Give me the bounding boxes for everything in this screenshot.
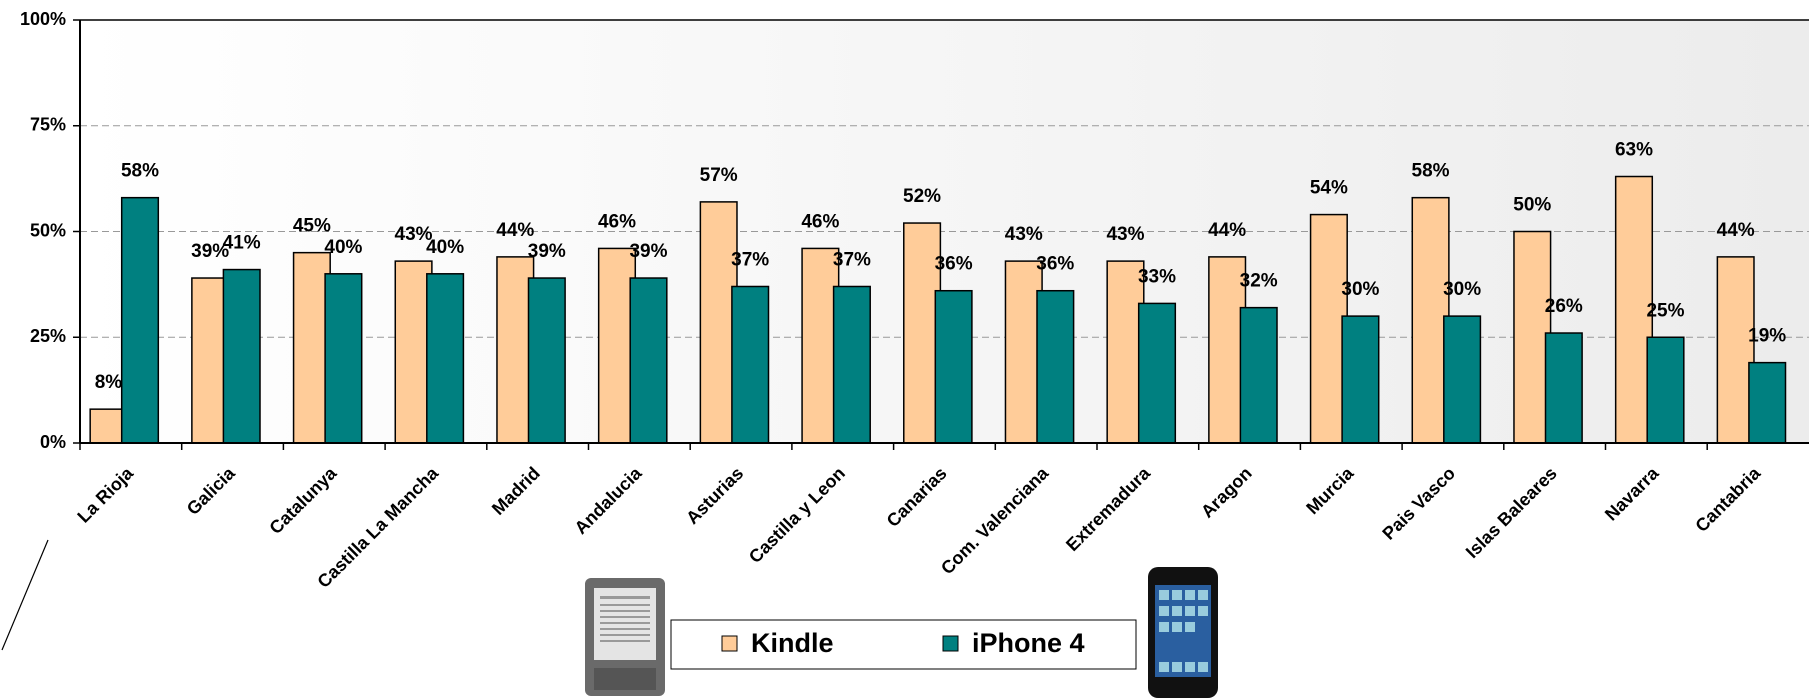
iphone-image	[1148, 567, 1218, 698]
x-tick-label: Andalucia	[571, 462, 647, 538]
bar	[1137, 302, 1177, 444]
data-label: 46%	[801, 211, 839, 232]
data-label: 33%	[1138, 266, 1176, 287]
data-label: 43%	[395, 224, 433, 245]
data-label: 39%	[528, 241, 566, 262]
data-label: 44%	[1717, 220, 1755, 241]
data-label: 58%	[1412, 161, 1450, 182]
data-label: 52%	[903, 186, 941, 207]
x-tick-label: Madrid	[488, 463, 544, 519]
bar	[120, 196, 160, 444]
y-tick-label: 50%	[30, 220, 66, 240]
x-tick-label: Castilla y Leon	[745, 463, 849, 567]
y-tick-label: 0%	[40, 432, 66, 452]
bar	[527, 277, 566, 444]
x-tick-label: Cantabria	[1691, 462, 1765, 536]
x-tick-label: Navarra	[1601, 462, 1663, 524]
x-tick-label: Canarias	[883, 463, 951, 531]
x-tick-label: Pais Vasco	[1378, 463, 1459, 544]
legend-swatch	[721, 635, 738, 652]
x-tick-label: Extremadura	[1062, 462, 1155, 555]
bar	[292, 251, 331, 444]
data-label: 57%	[700, 165, 738, 186]
data-label: 50%	[1513, 195, 1551, 216]
data-label: 36%	[935, 254, 973, 275]
bar	[1341, 315, 1380, 444]
bar	[1748, 361, 1787, 444]
x-tick-label: Murcia	[1302, 462, 1358, 518]
legend-box	[670, 619, 1137, 670]
bar	[222, 268, 261, 444]
legend-label: iPhone 4	[972, 628, 1085, 658]
data-label: 40%	[324, 237, 362, 258]
x-tick-label: Galicia	[183, 462, 240, 519]
leader-line	[1, 539, 49, 651]
bar	[394, 260, 433, 444]
data-label: 41%	[223, 233, 261, 254]
data-label: 19%	[1748, 326, 1786, 347]
data-label: 44%	[496, 220, 534, 241]
bar	[89, 408, 128, 444]
legend-label: Kindle	[751, 628, 834, 658]
bar	[1614, 175, 1654, 444]
data-label: 37%	[731, 250, 769, 271]
data-label: 40%	[426, 237, 464, 258]
bar	[1443, 315, 1482, 444]
x-tick-label: Asturias	[682, 463, 747, 528]
y-tick-label: 25%	[30, 326, 66, 346]
data-label: 44%	[1208, 220, 1246, 241]
bar	[1106, 260, 1145, 444]
data-label: 30%	[1341, 279, 1379, 300]
bar	[832, 285, 871, 444]
data-label: 43%	[1106, 224, 1144, 245]
bar	[903, 222, 942, 444]
data-label: 63%	[1615, 140, 1653, 161]
bar	[1544, 332, 1583, 444]
bar	[1036, 289, 1075, 444]
bar	[934, 289, 973, 444]
data-label: 43%	[1005, 224, 1043, 245]
x-tick-label: La Rioja	[73, 462, 137, 526]
legend-swatch	[942, 635, 959, 652]
data-label: 58%	[121, 161, 159, 182]
x-tick-label: Catalunya	[265, 462, 341, 538]
bar	[731, 285, 770, 444]
data-label: 54%	[1310, 178, 1348, 199]
x-tick-label: Aragon	[1197, 463, 1256, 522]
bar	[1004, 260, 1043, 444]
data-label: 39%	[629, 241, 667, 262]
data-label: 26%	[1545, 296, 1583, 317]
y-tick-label: 75%	[30, 115, 66, 135]
data-label: 39%	[191, 241, 229, 262]
bar	[629, 277, 668, 444]
x-tick-label: Com. Valenciana	[937, 462, 1053, 578]
bar	[1646, 336, 1685, 444]
kindle-image	[585, 578, 665, 696]
bar	[801, 247, 840, 444]
bar	[1513, 230, 1552, 444]
data-label: 45%	[293, 216, 331, 237]
bar	[1239, 306, 1278, 444]
data-label: 36%	[1036, 254, 1074, 275]
data-label: 46%	[598, 211, 636, 232]
bar	[496, 256, 535, 444]
bar	[324, 273, 363, 444]
bar	[426, 273, 465, 444]
data-label: 8%	[95, 372, 123, 393]
data-label: 30%	[1443, 279, 1481, 300]
x-tick-label: Islas Baleares	[1462, 463, 1561, 562]
data-label: 25%	[1646, 300, 1684, 321]
data-label: 32%	[1240, 271, 1278, 292]
y-tick-label: 100%	[20, 9, 66, 29]
bar	[1411, 196, 1450, 444]
data-label: 37%	[833, 250, 871, 271]
